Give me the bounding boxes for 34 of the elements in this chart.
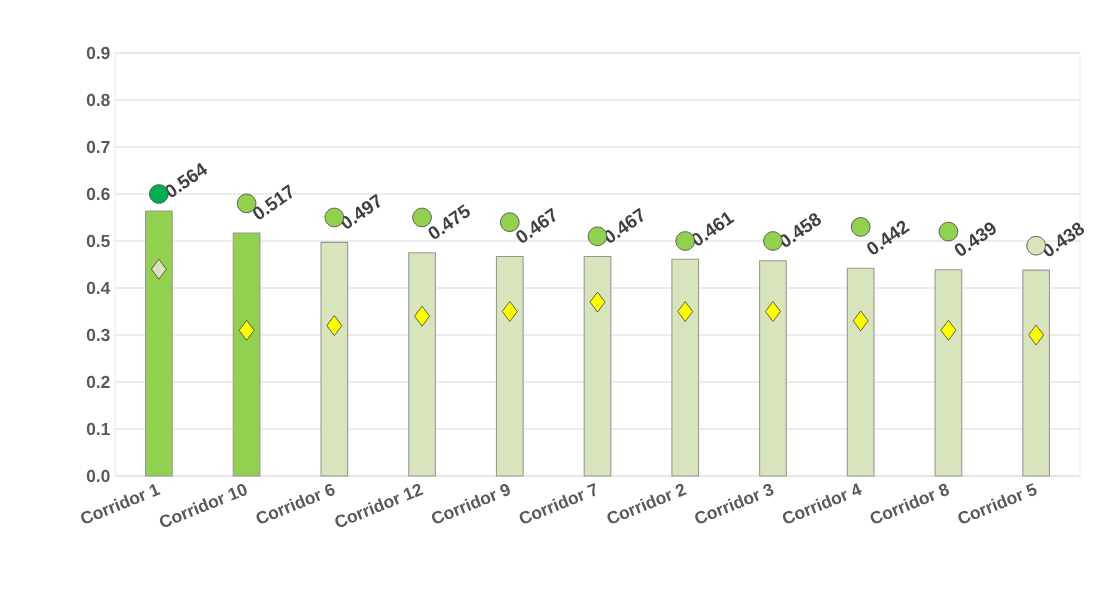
y-tick-label: 0.4 [86, 281, 111, 295]
bar [408, 252, 436, 477]
point [414, 305, 430, 327]
y-tick-label: 0.5 [86, 234, 110, 248]
y-tick-label: 0.3 [86, 328, 110, 342]
bar [583, 255, 612, 477]
point [852, 310, 869, 332]
point [326, 315, 343, 336]
y-tick-label: 0.8 [86, 93, 110, 107]
point [501, 301, 518, 322]
y-tick-label: 0.7 [86, 140, 110, 154]
bar [1022, 269, 1051, 477]
bar [934, 269, 963, 477]
bar [759, 260, 787, 477]
point [589, 291, 606, 313]
point [150, 258, 167, 280]
point [677, 301, 694, 322]
bar [846, 267, 875, 477]
y-tick-label: 0.1 [86, 422, 110, 436]
bar [320, 241, 349, 477]
bar [145, 210, 173, 477]
y-tick-label: 0.2 [86, 375, 110, 389]
bar [232, 232, 261, 477]
y-tick-label: 0.6 [86, 187, 110, 201]
point [765, 301, 781, 322]
y-tick-label: 0.0 [86, 469, 110, 483]
point [1028, 324, 1045, 346]
y-tick-label: 0.9 [86, 46, 110, 60]
point [763, 231, 783, 251]
point [940, 319, 957, 341]
bar [671, 258, 700, 477]
point [238, 319, 255, 341]
point [1026, 235, 1046, 256]
bar [495, 255, 524, 477]
